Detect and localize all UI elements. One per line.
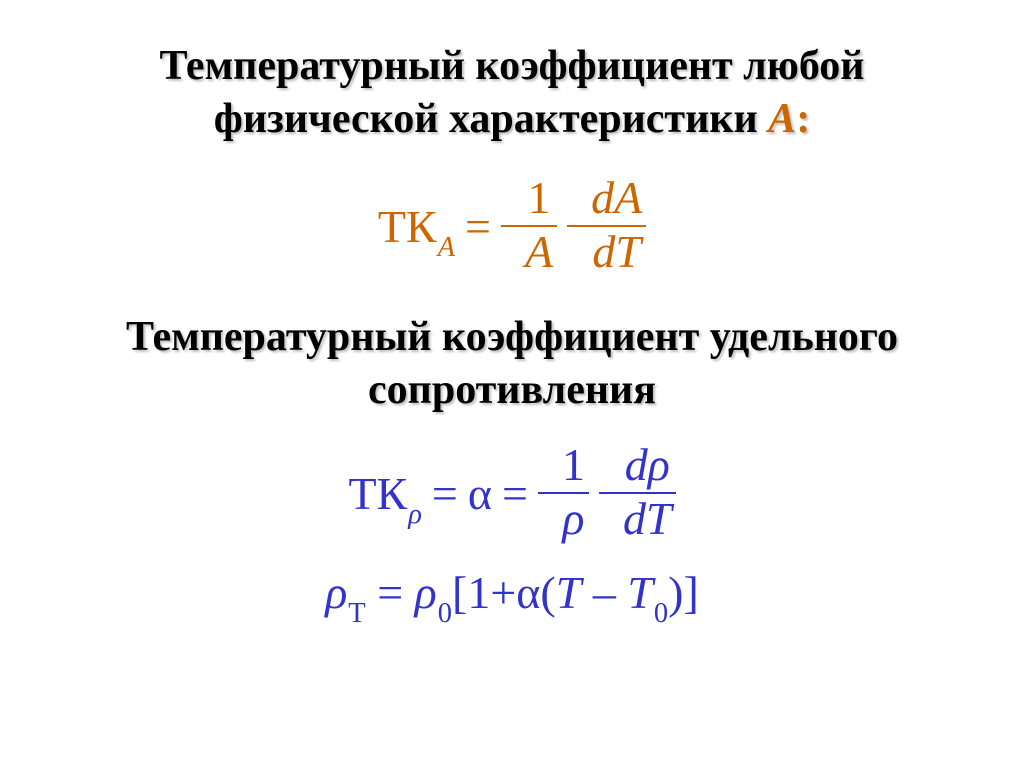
formula2-frac-drho-dT: dρ dT xyxy=(599,442,676,544)
formula2-frac-1overrho: 1 ρ xyxy=(538,442,589,544)
formula2-alpha: α xyxy=(468,467,492,520)
formula-TK-A: ТКA = 1 A dA dT xyxy=(378,175,646,277)
heading2-line1: Температурный коэффициент удельного xyxy=(126,314,898,360)
formula-TK-rho: ТКρ = α = 1 ρ dρ dT xyxy=(348,442,675,544)
heading1-line1: Температурный коэффициент любой xyxy=(160,43,865,89)
formula1-equals: = xyxy=(465,200,491,253)
formula1-frac-dAdT: dA dT xyxy=(567,175,646,277)
formula1-frac-1overA: 1 A xyxy=(501,175,557,277)
formula1-lhs: ТКA xyxy=(378,200,455,253)
heading-temperature-coefficient-any: Температурный коэффициент любой физическ… xyxy=(160,40,865,145)
heading1-accent-A: A xyxy=(768,96,796,142)
formula2-equals1: = xyxy=(432,467,458,520)
heading2-line2: сопротивления xyxy=(368,367,656,413)
heading-temperature-coefficient-resistivity: Температурный коэффициент удельного сопр… xyxy=(126,311,898,416)
formula2-equals2: = xyxy=(502,467,528,520)
formula-rho-T: ρT = ρ0[1+α(T – T0)] xyxy=(325,566,699,619)
heading1-line2-pre: физической характеристики xyxy=(214,96,768,142)
formula2-lhs: ТКρ xyxy=(348,467,421,520)
heading1-colon: : xyxy=(796,96,810,142)
slide: Температурный коэффициент любой физическ… xyxy=(0,0,1024,768)
formula3-body: ρT = ρ0[1+α(T – T0)] xyxy=(325,566,699,619)
